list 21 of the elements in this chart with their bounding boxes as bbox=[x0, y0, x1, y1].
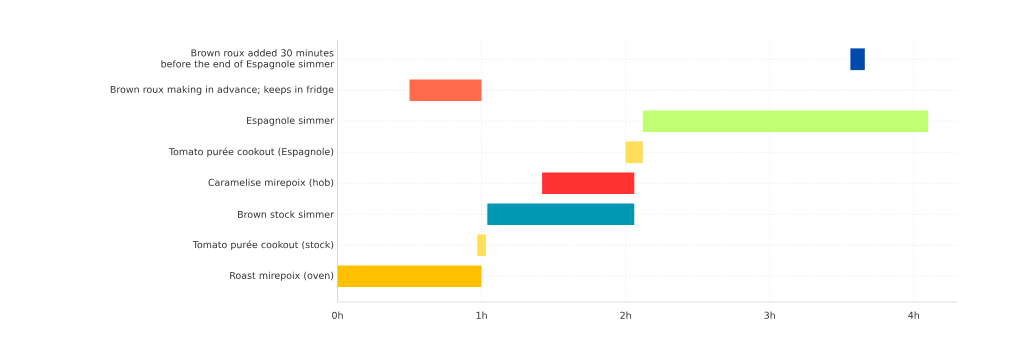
y-tick-label: Roast mirepoix (oven) bbox=[230, 271, 334, 281]
bar bbox=[409, 79, 482, 102]
bar bbox=[625, 141, 643, 164]
y-tick-label: Tomato purée cookout (stock) bbox=[192, 240, 334, 251]
bar bbox=[850, 48, 865, 71]
y-tick-label: Tomato purée cookout (Espagnole) bbox=[168, 147, 334, 158]
y-tick-label: Brown roux making in advance; keeps in fridge bbox=[110, 85, 334, 95]
x-tick-label: 1h bbox=[476, 311, 487, 319]
y-tick-label: Brown roux added 30 minutes before the end of Espagnole simmer bbox=[161, 49, 334, 70]
bar bbox=[337, 265, 482, 288]
bar bbox=[487, 203, 635, 226]
x-tick-label: 0h bbox=[332, 311, 343, 319]
x-tick-label: 4h bbox=[908, 311, 919, 319]
x-tick-label: 3h bbox=[764, 311, 775, 319]
y-tick-label: Espagnole simmer bbox=[247, 116, 334, 126]
y-tick-label: Caramelise mirepoix (hob) bbox=[208, 178, 334, 188]
bar bbox=[477, 234, 486, 257]
bar bbox=[542, 172, 635, 195]
x-tick-label: 2h bbox=[620, 311, 631, 319]
y-tick-label: Brown stock simmer bbox=[238, 210, 334, 218]
bar bbox=[642, 110, 929, 133]
